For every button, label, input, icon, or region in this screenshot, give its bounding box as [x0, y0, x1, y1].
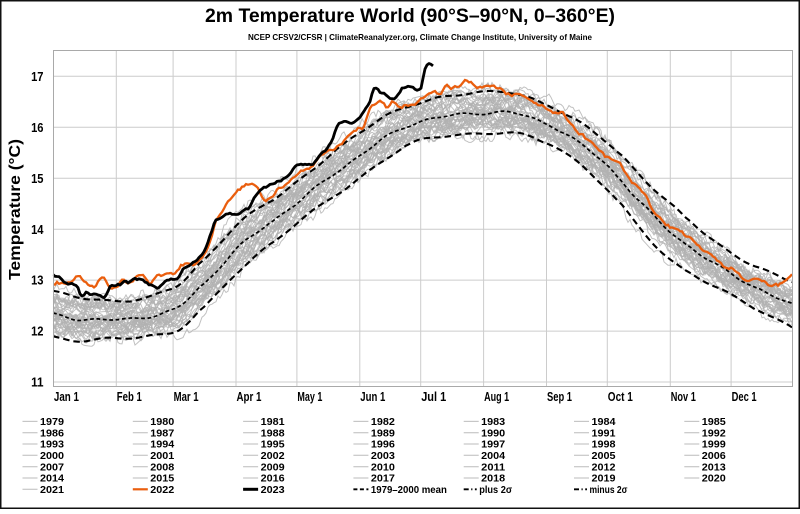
svg-text:2014: 2014	[40, 473, 64, 485]
svg-text:1999: 1999	[702, 439, 726, 451]
svg-text:13: 13	[31, 273, 43, 288]
svg-text:1986: 1986	[40, 427, 64, 439]
svg-text:Apr 1: Apr 1	[237, 389, 262, 404]
svg-text:2002: 2002	[261, 450, 285, 462]
svg-text:1998: 1998	[592, 439, 616, 451]
svg-text:2021: 2021	[40, 484, 64, 496]
svg-text:2003: 2003	[371, 450, 395, 462]
svg-text:Jun 1: Jun 1	[360, 389, 385, 404]
svg-text:2001: 2001	[150, 450, 174, 462]
svg-text:1990: 1990	[481, 427, 505, 439]
svg-text:1984: 1984	[592, 416, 616, 428]
svg-text:1985: 1985	[702, 416, 726, 428]
svg-text:Dec 1: Dec 1	[732, 389, 757, 404]
svg-text:2008: 2008	[150, 461, 174, 473]
svg-text:plus 2σ: plus 2σ	[479, 484, 512, 496]
svg-text:1980: 1980	[150, 416, 174, 428]
svg-text:2006: 2006	[702, 450, 726, 462]
svg-text:2012: 2012	[592, 461, 616, 473]
svg-text:2017: 2017	[371, 473, 395, 485]
svg-text:1991: 1991	[592, 427, 616, 439]
svg-text:NCEP CFSV2/CFSR | ClimateReana: NCEP CFSV2/CFSR | ClimateReanalyzer.org,…	[248, 32, 592, 42]
svg-text:1996: 1996	[371, 439, 395, 451]
svg-text:2m Temperature World (90°S–90°: 2m Temperature World (90°S–90°N, 0–360°E…	[205, 5, 615, 27]
svg-text:2020: 2020	[702, 473, 726, 485]
svg-text:1979: 1979	[40, 416, 64, 428]
svg-text:1992: 1992	[702, 427, 726, 439]
svg-text:2005: 2005	[592, 450, 616, 462]
svg-text:2011: 2011	[481, 461, 505, 473]
svg-text:2022: 2022	[150, 484, 174, 496]
svg-text:16: 16	[31, 120, 43, 135]
svg-text:Mar 1: Mar 1	[174, 389, 199, 404]
svg-text:1987: 1987	[150, 427, 174, 439]
svg-text:2009: 2009	[261, 461, 285, 473]
svg-text:Sep 1: Sep 1	[547, 389, 572, 404]
svg-text:2018: 2018	[481, 473, 505, 485]
svg-text:2015: 2015	[150, 473, 174, 485]
svg-text:2019: 2019	[592, 473, 616, 485]
svg-text:2023: 2023	[261, 484, 285, 496]
svg-text:1993: 1993	[40, 439, 64, 451]
svg-text:2007: 2007	[40, 461, 64, 473]
svg-text:1981: 1981	[261, 416, 285, 428]
svg-text:1995: 1995	[261, 439, 285, 451]
svg-text:2010: 2010	[371, 461, 395, 473]
svg-text:17: 17	[31, 69, 43, 84]
svg-text:1997: 1997	[481, 439, 505, 451]
svg-text:14: 14	[31, 222, 44, 237]
svg-text:Oct 1: Oct 1	[608, 389, 633, 404]
svg-text:1983: 1983	[481, 416, 505, 428]
svg-text:1994: 1994	[150, 439, 174, 451]
svg-text:1982: 1982	[371, 416, 395, 428]
svg-text:Feb 1: Feb 1	[117, 389, 142, 404]
svg-text:15: 15	[31, 171, 43, 186]
svg-text:May 1: May 1	[297, 389, 322, 404]
svg-text:12: 12	[31, 324, 43, 339]
svg-text:2013: 2013	[702, 461, 726, 473]
svg-text:Aug 1: Aug 1	[484, 389, 509, 404]
svg-text:Temperature (°C): Temperature (°C)	[7, 139, 24, 280]
svg-text:1989: 1989	[371, 427, 395, 439]
svg-text:minus 2σ: minus 2σ	[590, 484, 628, 496]
svg-text:11: 11	[31, 375, 43, 390]
svg-text:2000: 2000	[40, 450, 64, 462]
svg-text:1979–2000 mean: 1979–2000 mean	[371, 484, 447, 496]
svg-text:1988: 1988	[261, 427, 285, 439]
svg-text:Jul 1: Jul 1	[421, 389, 446, 404]
svg-text:2004: 2004	[481, 450, 505, 462]
svg-text:Nov 1: Nov 1	[671, 389, 696, 404]
svg-text:2016: 2016	[261, 473, 285, 485]
svg-text:Jan 1: Jan 1	[54, 389, 79, 404]
